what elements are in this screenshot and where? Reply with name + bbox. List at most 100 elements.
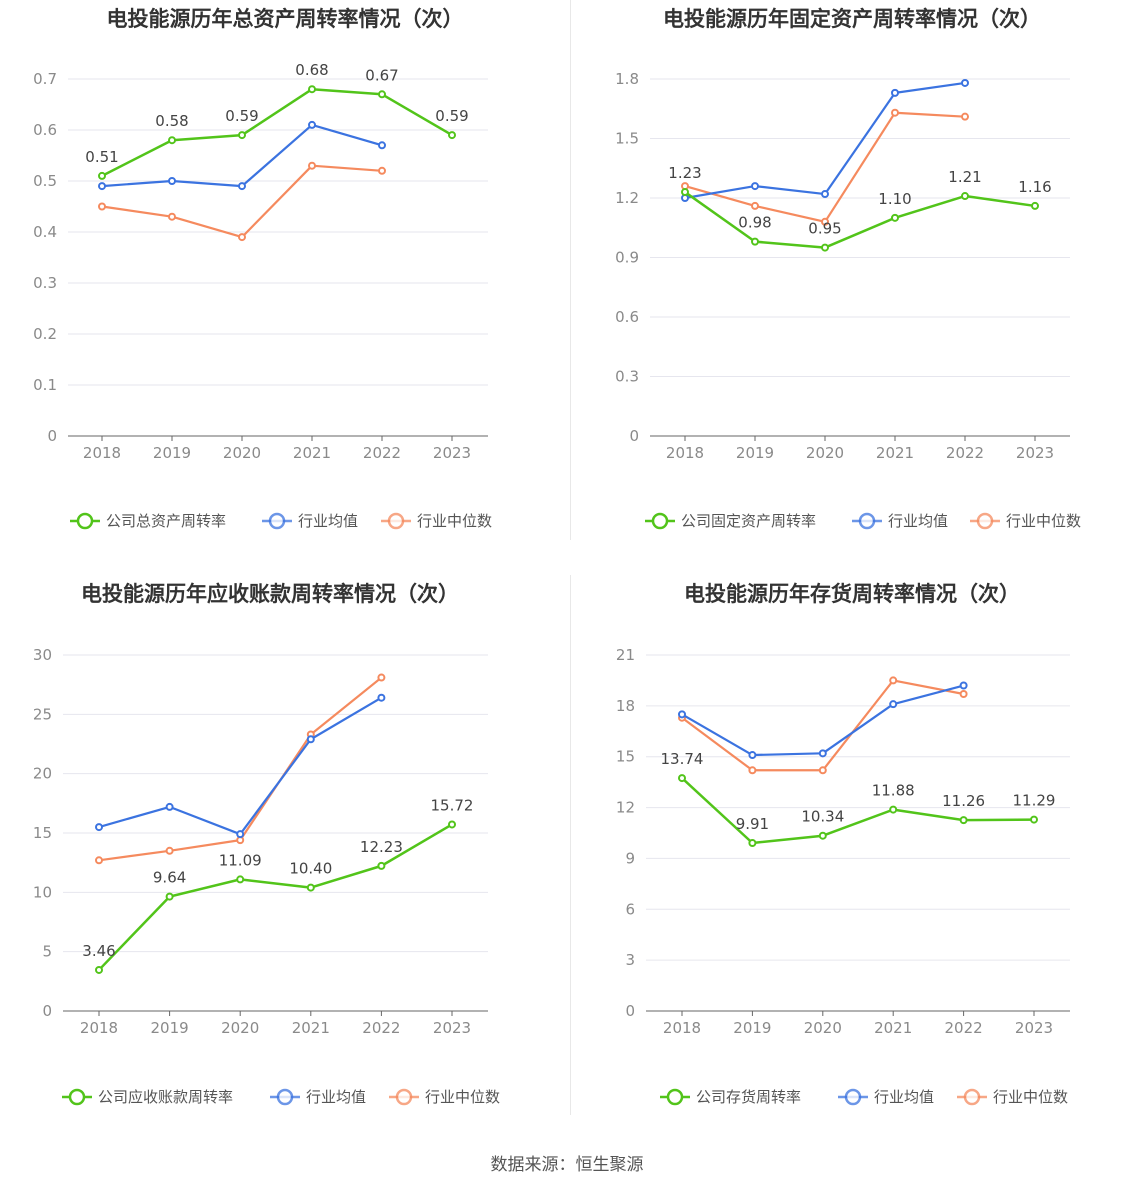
data-point-company <box>448 820 456 829</box>
data-point-company <box>1031 201 1039 210</box>
legend-circle-icon <box>387 512 405 530</box>
x-tick-label: 2022 <box>363 444 401 462</box>
x-tick-label: 2019 <box>151 1019 189 1037</box>
data-point-avg <box>238 182 246 191</box>
data-point-avg <box>959 681 968 690</box>
y-tick-label: 0.2 <box>33 325 57 343</box>
y-tick-label: 12 <box>616 799 635 817</box>
data-point-avg <box>98 182 106 191</box>
x-tick-label: 2018 <box>83 444 121 462</box>
legend-item-median: 行业中位数 <box>381 512 492 530</box>
data-label: 3.46 <box>82 942 115 960</box>
data-point-company <box>165 892 174 901</box>
x-tick-label: 2023 <box>1015 1019 1053 1037</box>
data-point-avg <box>748 751 757 760</box>
data-point-median <box>165 846 174 855</box>
data-point-company <box>751 237 759 246</box>
data-point-median <box>751 201 759 210</box>
y-tick-label: 6 <box>625 900 635 918</box>
data-point-avg <box>165 802 174 811</box>
data-label: 0.98 <box>738 214 771 232</box>
data-point-avg <box>678 710 686 719</box>
data-label: 0.68 <box>295 61 328 79</box>
data-point-median <box>98 202 106 211</box>
legend-item-company: 公司应收账款周转率 <box>62 1088 233 1106</box>
x-tick-label: 2020 <box>806 444 844 462</box>
legend-item-median: 行业中位数 <box>970 512 1081 530</box>
legend-item-median: 行业中位数 <box>389 1088 500 1106</box>
y-tick-label: 0.5 <box>33 172 57 190</box>
x-tick-label: 2019 <box>733 1019 771 1037</box>
chart-panel-2: 电投能源历年固定资产周转率情况（次） 0 0.3 0.6 0.9 1.2 1.5 1.8 201… <box>615 7 1081 530</box>
data-point-median <box>891 108 899 117</box>
data-point-company <box>377 861 386 870</box>
legend-label: 公司固定资产周转率 <box>681 512 816 530</box>
legend-label: 行业均值 <box>874 1088 934 1106</box>
data-point-avg <box>889 700 898 709</box>
y-tick-label: 0.6 <box>615 308 639 326</box>
legend-label: 行业中位数 <box>425 1088 500 1106</box>
legend-label: 行业中位数 <box>417 512 492 530</box>
x-tick-label: 2022 <box>362 1019 400 1037</box>
data-point-company <box>308 85 316 94</box>
x-tick-label: 2021 <box>292 1019 330 1037</box>
data-point-avg <box>378 141 386 150</box>
y-tick-label: 25 <box>33 705 52 723</box>
data-label: 9.64 <box>153 869 186 887</box>
series-line-company <box>681 777 1035 845</box>
legend-item-avg: 行业均值 <box>270 1088 366 1106</box>
legend-circle-icon <box>666 1088 684 1106</box>
legend-label: 行业均值 <box>888 512 948 530</box>
legend-circle-icon <box>395 1088 413 1106</box>
y-tick-label: 1.8 <box>615 70 639 88</box>
legend-label: 行业均值 <box>306 1088 366 1106</box>
data-point-company <box>959 816 968 825</box>
data-point-median <box>961 112 969 121</box>
data-point-avg <box>821 190 829 199</box>
x-tick-label: 2018 <box>663 1019 701 1037</box>
data-point-median <box>959 689 968 698</box>
y-tick-label: 9 <box>625 849 635 867</box>
y-tick-label: 0 <box>42 1002 52 1020</box>
data-point-company <box>1030 815 1038 824</box>
x-tick-label: 2023 <box>1016 444 1054 462</box>
data-label: 11.09 <box>219 851 262 869</box>
y-tick-label: 20 <box>33 765 52 783</box>
y-tick-label: 0 <box>47 427 57 445</box>
x-tick-label: 2018 <box>80 1019 118 1037</box>
chart-title: 电投能源历年总资产周转率情况（次） <box>107 7 464 31</box>
y-tick-label: 5 <box>42 943 52 961</box>
charts-canvas: 电投能源历年总资产周转率情况（次） 0 0.1 0.2 0.3 0.4 0.5 0.6 0.7 2… <box>33 7 1081 1106</box>
data-label: 10.40 <box>289 860 332 878</box>
x-tick-label: 2021 <box>874 1019 912 1037</box>
series-line-avg <box>98 696 382 836</box>
legend-circle-icon <box>651 512 669 530</box>
legend-circle-icon <box>276 1088 294 1106</box>
legend-label: 行业中位数 <box>1006 512 1081 530</box>
series-line-company <box>98 823 453 971</box>
y-tick-label: 21 <box>616 646 635 664</box>
data-point-median <box>238 233 246 242</box>
data-point-avg <box>168 177 176 185</box>
data-point-median <box>377 673 386 682</box>
y-tick-label: 0.3 <box>615 368 639 386</box>
legend-item-company: 公司总资产周转率 <box>70 512 226 530</box>
legend-circle-icon <box>963 1088 981 1106</box>
data-point-avg <box>306 735 315 744</box>
data-label: 11.26 <box>942 792 985 810</box>
chart-panel-1: 电投能源历年总资产周转率情况（次） 0 0.1 0.2 0.3 0.4 0.5 0.6 0.7 2… <box>33 7 492 530</box>
data-point-avg <box>236 830 245 839</box>
x-tick-label: 2022 <box>946 444 984 462</box>
data-point-median <box>748 766 757 775</box>
data-point-avg <box>308 120 316 129</box>
data-point-avg <box>751 182 759 191</box>
data-label: 0.58 <box>155 112 188 130</box>
data-point-company <box>95 965 103 974</box>
data-point-median <box>821 217 829 226</box>
data-label: 13.74 <box>661 750 704 768</box>
legend-label: 公司存货周转率 <box>696 1088 801 1106</box>
chart-title: 电投能源历年应收账款周转率情况（次） <box>81 582 459 606</box>
x-tick-label: 2020 <box>804 1019 842 1037</box>
data-point-company <box>748 839 757 848</box>
data-point-avg <box>961 78 969 87</box>
